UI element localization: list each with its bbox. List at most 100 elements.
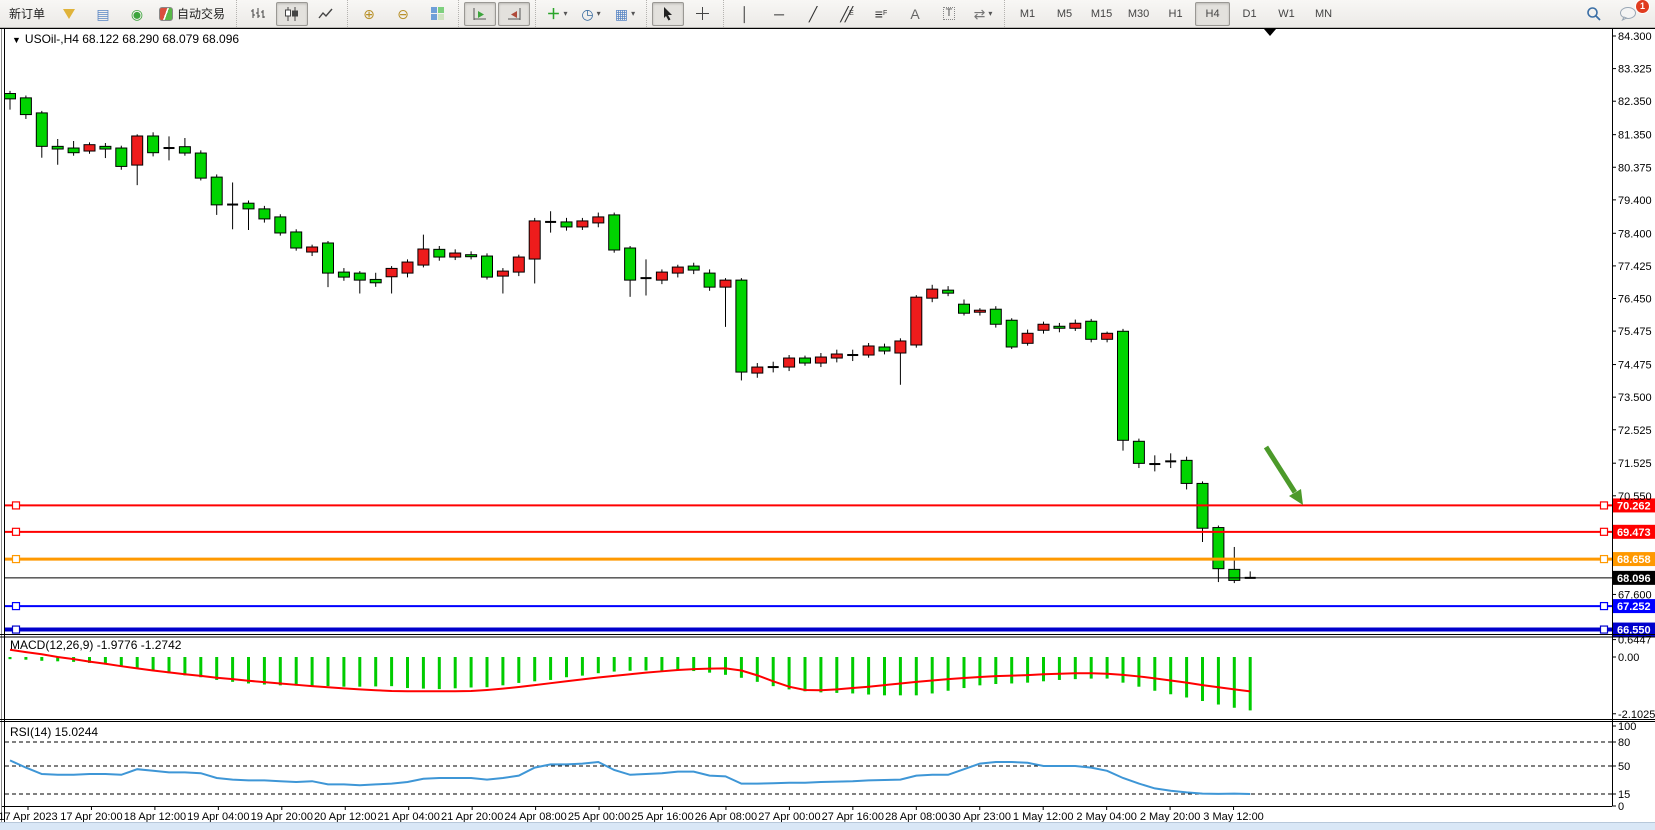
candle-body[interactable] [751,366,764,374]
candle-body[interactable] [242,202,255,210]
candle-body[interactable] [1005,319,1018,348]
text-label-button[interactable]: T [933,2,965,26]
candle-body[interactable] [51,145,64,150]
market-watch-button[interactable]: ▤ [87,2,119,26]
candle-body[interactable] [1228,568,1241,581]
rsi-line[interactable] [9,759,1251,795]
candle-body[interactable] [576,220,589,228]
line-handle[interactable] [1599,601,1609,611]
bar-chart-button[interactable] [242,2,274,26]
candle-body[interactable] [719,279,732,288]
candle-body[interactable] [799,357,811,364]
candle-body[interactable] [1021,332,1034,344]
candle-body[interactable] [735,279,748,373]
cursor-button[interactable] [652,1,685,26]
candle-body[interactable] [671,266,684,274]
zoom-out-button[interactable]: ⊖ [387,2,419,26]
candle-body[interactable] [83,144,96,152]
candle-body[interactable] [1212,527,1225,570]
line-handle[interactable] [1599,527,1609,536]
candle-body[interactable] [1132,440,1145,464]
candle-body[interactable] [1037,323,1050,331]
notifications-button[interactable]: 1 [1612,0,1650,26]
signals-button[interactable]: ◉ [121,2,153,26]
fibonacci-button[interactable]: ≡ F [874,5,888,22]
candle-body[interactable] [369,278,382,284]
candle-body[interactable] [131,135,144,166]
line-chart-button[interactable] [310,2,342,26]
equidistant-channel-button[interactable]: ╱╱ E [840,5,854,22]
line-handle[interactable] [11,554,21,564]
candle-body[interactable] [4,93,16,100]
candle-body[interactable] [433,248,446,258]
line-handle[interactable] [1599,554,1609,564]
candle-body[interactable] [1117,330,1129,441]
indicators-button[interactable]: ＋ ▾ [541,2,573,26]
candle-body[interactable] [210,176,223,206]
profile-button[interactable] [53,2,85,26]
candle-body[interactable] [274,216,287,234]
candle-body[interactable] [481,255,493,278]
candle-body[interactable] [147,135,160,154]
candle-body[interactable] [115,147,128,167]
crosshair-button[interactable] [686,2,718,26]
zoom-in-button[interactable]: ⊕ [353,2,385,26]
candle-body[interactable] [942,289,955,294]
timeframe-m15-button[interactable]: M15 [1090,7,1113,20]
candle-body[interactable] [703,272,716,288]
auto-trading-button[interactable]: 自动交易 [155,2,231,26]
candle-body[interactable] [35,112,48,147]
candle-body[interactable] [1101,332,1114,340]
arrows-button[interactable]: ⇄ ▾ [967,2,999,26]
text-button[interactable]: A [899,2,931,26]
line-handle[interactable] [1599,625,1609,634]
candle-body[interactable] [862,345,875,356]
candle-body[interactable] [894,340,907,354]
candle-body[interactable] [194,152,207,179]
candle-body[interactable] [783,357,796,368]
tile-windows-button[interactable] [421,2,453,26]
candle-body[interactable] [258,208,271,220]
templates-button[interactable]: ▦ ▾ [609,2,641,26]
candle-body[interactable] [560,221,573,228]
timeframe-h4-button[interactable]: H4 [1195,1,1231,26]
periods-button[interactable]: ◷ ▾ [575,2,607,26]
auto-scroll-button[interactable] [464,1,497,26]
candle-body[interactable] [592,216,605,224]
candle-body[interactable] [401,261,414,274]
candle-body[interactable] [385,267,398,278]
candle-body[interactable] [814,356,827,364]
timeframe-mn-button[interactable]: MN [1314,7,1333,20]
macd-signal-line[interactable] [9,648,1251,693]
candle-body[interactable] [608,214,621,251]
candle-body[interactable] [528,220,541,260]
candle-body[interactable] [322,242,334,274]
candle-body[interactable] [655,271,668,281]
candle-body[interactable] [496,270,509,277]
timeframe-d1-button[interactable]: D1 [1242,7,1257,20]
candle-body[interactable] [1069,322,1082,329]
candle-body[interactable] [99,145,112,150]
candle-body[interactable] [512,256,525,273]
candle-body[interactable] [1180,459,1193,484]
line-handle[interactable] [11,527,21,536]
candle-body[interactable] [624,247,637,281]
candle-body[interactable] [449,252,462,258]
candle-body[interactable] [1085,320,1098,340]
candle-body[interactable] [926,288,939,299]
candle-body[interactable] [290,231,303,249]
line-handle[interactable] [11,501,21,510]
timeframe-w1-button[interactable]: W1 [1278,7,1295,20]
candle-body[interactable] [687,265,700,271]
candle-body[interactable] [465,254,478,258]
trend-arrow-line[interactable] [1263,445,1297,494]
candlestick-chart-button[interactable] [276,1,309,26]
candle-body[interactable] [830,353,843,359]
trendline-button[interactable]: ╱ [797,2,829,26]
candle-body[interactable] [1053,325,1066,329]
new-order-button[interactable]: 新订单 [9,7,46,21]
candle-body[interactable] [178,146,191,154]
timeframe-m1-button[interactable]: M1 [1019,7,1036,20]
